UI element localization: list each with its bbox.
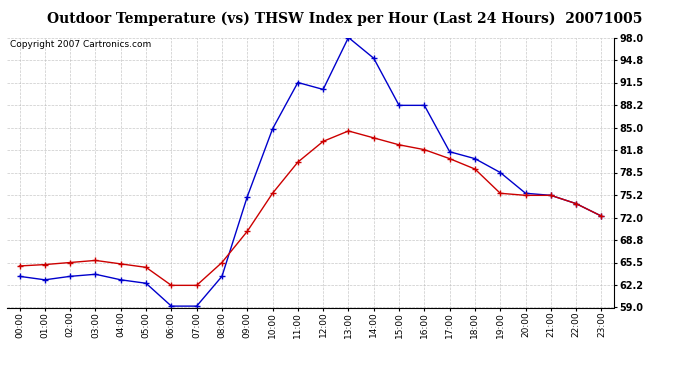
Text: Copyright 2007 Cartronics.com: Copyright 2007 Cartronics.com xyxy=(10,40,151,49)
Text: Outdoor Temperature (vs) THSW Index per Hour (Last 24 Hours)  20071005: Outdoor Temperature (vs) THSW Index per … xyxy=(48,11,642,26)
